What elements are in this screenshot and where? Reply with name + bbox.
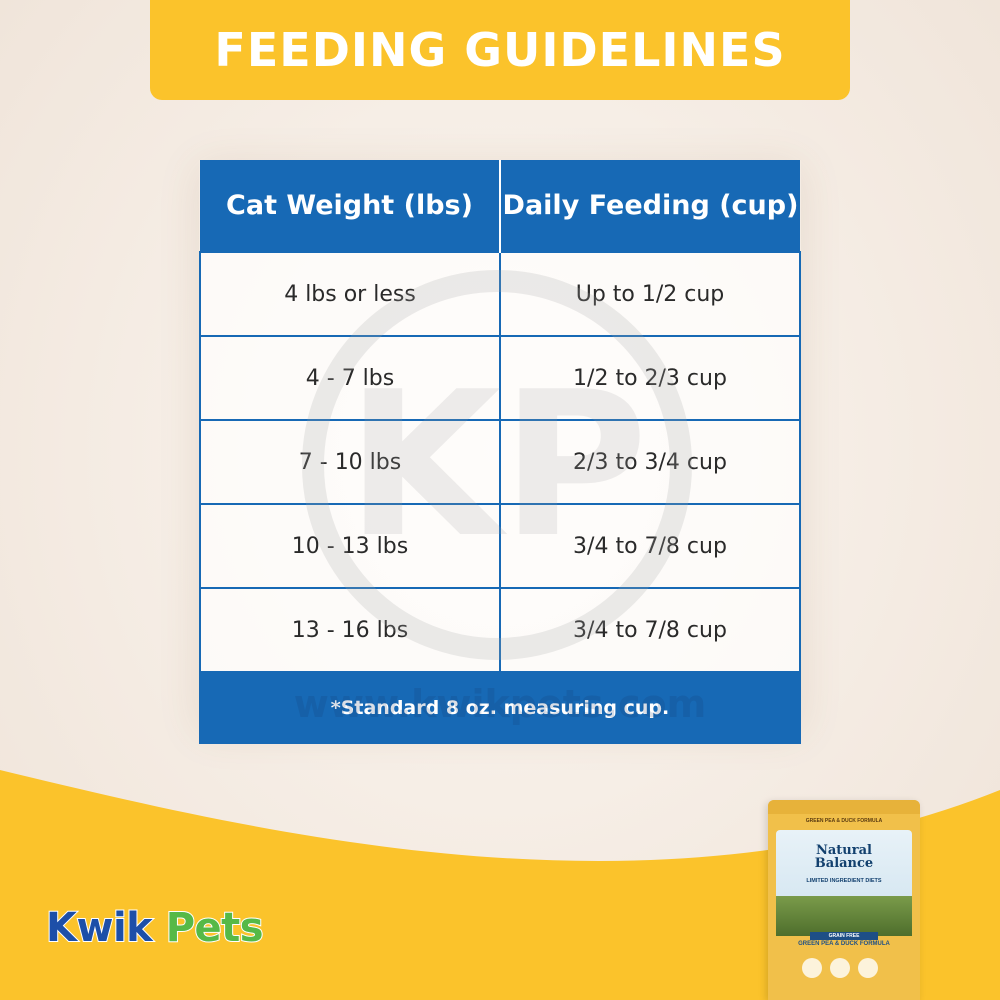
bag-formula: GREEN PEA & DUCK FORMULA <box>798 941 890 947</box>
header-daily-feeding: Daily Feeding (cup) <box>500 160 800 252</box>
product-bag-image: GREEN PEA & DUCK FORMULA Natural Balance… <box>768 800 920 1000</box>
weight-cell: 10 - 13 lbs <box>199 503 501 589</box>
kwik-pets-logo: Kwik Pets <box>45 904 265 952</box>
bag-badge-icon <box>858 958 878 978</box>
footnote: *Standard 8 oz. measuring cup. <box>199 671 801 744</box>
title-banner: FEEDING GUIDELINES <box>150 0 850 100</box>
bag-brand-line1: Natural <box>816 843 872 858</box>
weight-cell: 13 - 16 lbs <box>199 587 501 673</box>
table-row: 4 - 7 lbs 1/2 to 2/3 cup <box>199 335 801 421</box>
table-row: 7 - 10 lbs 2/3 to 3/4 cup <box>199 419 801 505</box>
bag-product-line: LIMITED INGREDIENT DIETS <box>806 878 882 884</box>
weight-cell: 4 lbs or less <box>199 251 501 337</box>
logo-kwik: Kwik <box>45 904 154 952</box>
bag-top-strip <box>768 800 920 814</box>
table-row: 10 - 13 lbs 3/4 to 7/8 cup <box>199 503 801 589</box>
weight-cell: 4 - 7 lbs <box>199 335 501 421</box>
table-row: 13 - 16 lbs 3/4 to 7/8 cup <box>199 587 801 673</box>
feeding-cell: Up to 1/2 cup <box>499 251 801 337</box>
bag-trees-scene <box>776 896 912 936</box>
logo-pets: Pets <box>165 904 265 952</box>
header-cat-weight: Cat Weight (lbs) <box>200 160 501 252</box>
feeding-cell: 2/3 to 3/4 cup <box>499 419 801 505</box>
bag-badge-icon <box>802 958 822 978</box>
bag-badges <box>798 958 890 984</box>
feeding-cell: 3/4 to 7/8 cup <box>499 503 801 589</box>
table-header-row: Cat Weight (lbs) Daily Feeding (cup) <box>200 160 800 252</box>
feeding-table: Cat Weight (lbs) Daily Feeding (cup) 4 l… <box>199 160 801 744</box>
bag-brand: Natural Balance <box>768 844 920 870</box>
bag-grain-free-badge: GRAIN FREE <box>810 932 878 940</box>
table-row: 4 lbs or less Up to 1/2 cup <box>199 251 801 337</box>
feeding-cell: 3/4 to 7/8 cup <box>499 587 801 673</box>
bag-subtitle: GREEN PEA & DUCK FORMULA <box>805 818 883 824</box>
footnote-row: *Standard 8 oz. measuring cup. <box>199 671 801 744</box>
feeding-table-container: Cat Weight (lbs) Daily Feeding (cup) 4 l… <box>199 160 801 744</box>
banner-title: FEEDING GUIDELINES <box>214 23 786 77</box>
bag-brand-line2: Balance <box>814 856 874 871</box>
bag-badge-icon <box>830 958 850 978</box>
weight-cell: 7 - 10 lbs <box>199 419 501 505</box>
feeding-cell: 1/2 to 2/3 cup <box>499 335 801 421</box>
